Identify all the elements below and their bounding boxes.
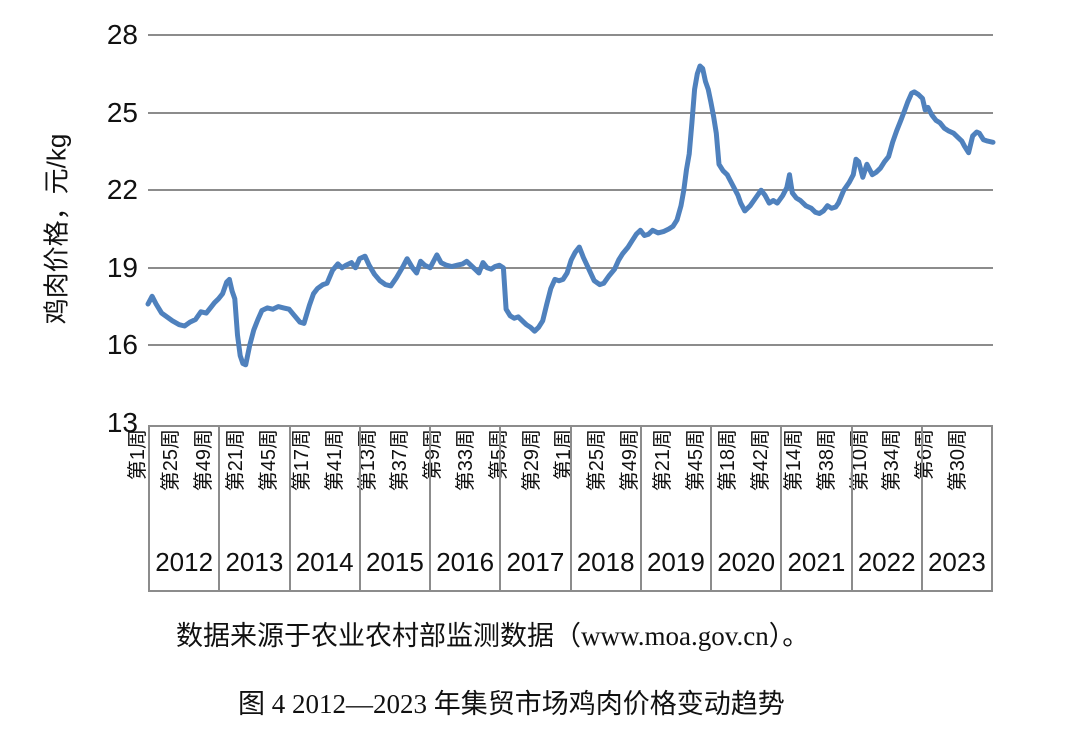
year-label: 2013 (225, 547, 284, 577)
year-cell-2017: 2017 (501, 427, 572, 590)
y-tick-label-13: 13 (106, 407, 138, 438)
year-cell-2014: 2014 (291, 427, 361, 590)
gridline-28 (148, 34, 993, 36)
y-tick-label-19: 19 (106, 251, 138, 283)
year-cell-2020: 2020 (712, 427, 783, 590)
y-tick-label-22: 22 (106, 174, 138, 206)
year-cell-2013: 2013 (220, 427, 291, 590)
y-tick-label-16: 16 (106, 329, 138, 361)
year-cell-2022: 2022 (853, 427, 923, 590)
year-cell-2016: 2016 (431, 427, 502, 590)
year-label: 2014 (295, 547, 354, 577)
year-label: 2022 (857, 547, 916, 577)
year-label: 2015 (365, 547, 424, 577)
year-cell-2019: 2019 (642, 427, 712, 590)
year-label: 2019 (646, 547, 705, 577)
y-tick-label-25: 25 (106, 96, 138, 128)
gridline-25 (148, 111, 993, 114)
year-cell-2021: 2021 (782, 427, 853, 590)
year-label: 2012 (155, 547, 214, 577)
year-label: 2016 (436, 547, 495, 577)
year-cell-2023: 2023 (923, 427, 991, 590)
x-axis-year-table: 2012 2013 2014 2015 2016 2017 2018 2019 2020 2021… (148, 425, 993, 592)
y-axis-title: 鸡肉价格，元/kg (41, 133, 72, 325)
year-cell-2015: 2015 (361, 427, 431, 590)
figure-title: 图 4 2012—2023 年集贸市场鸡肉价格变动趋势 (238, 689, 785, 719)
price-line (145, 63, 996, 368)
x-week-label: 第1周 (127, 429, 149, 481)
data-source-caption: 数据来源于农业农村部监测数据（www.moa.gov.cn）。 (176, 621, 810, 651)
year-label: 2020 (717, 547, 776, 577)
year-label: 2017 (506, 547, 565, 577)
year-label: 2023 (927, 547, 986, 577)
year-cell-2012: 2012 (150, 427, 221, 590)
y-tick-label-28: 28 (106, 19, 138, 50)
year-label: 2018 (576, 547, 635, 577)
price-line-chart (145, 63, 996, 368)
year-cell-2018: 2018 (572, 427, 642, 590)
gridline-22 (148, 189, 993, 192)
gridline-16 (148, 344, 993, 347)
year-label: 2021 (787, 547, 846, 577)
plot-area (145, 34, 996, 423)
